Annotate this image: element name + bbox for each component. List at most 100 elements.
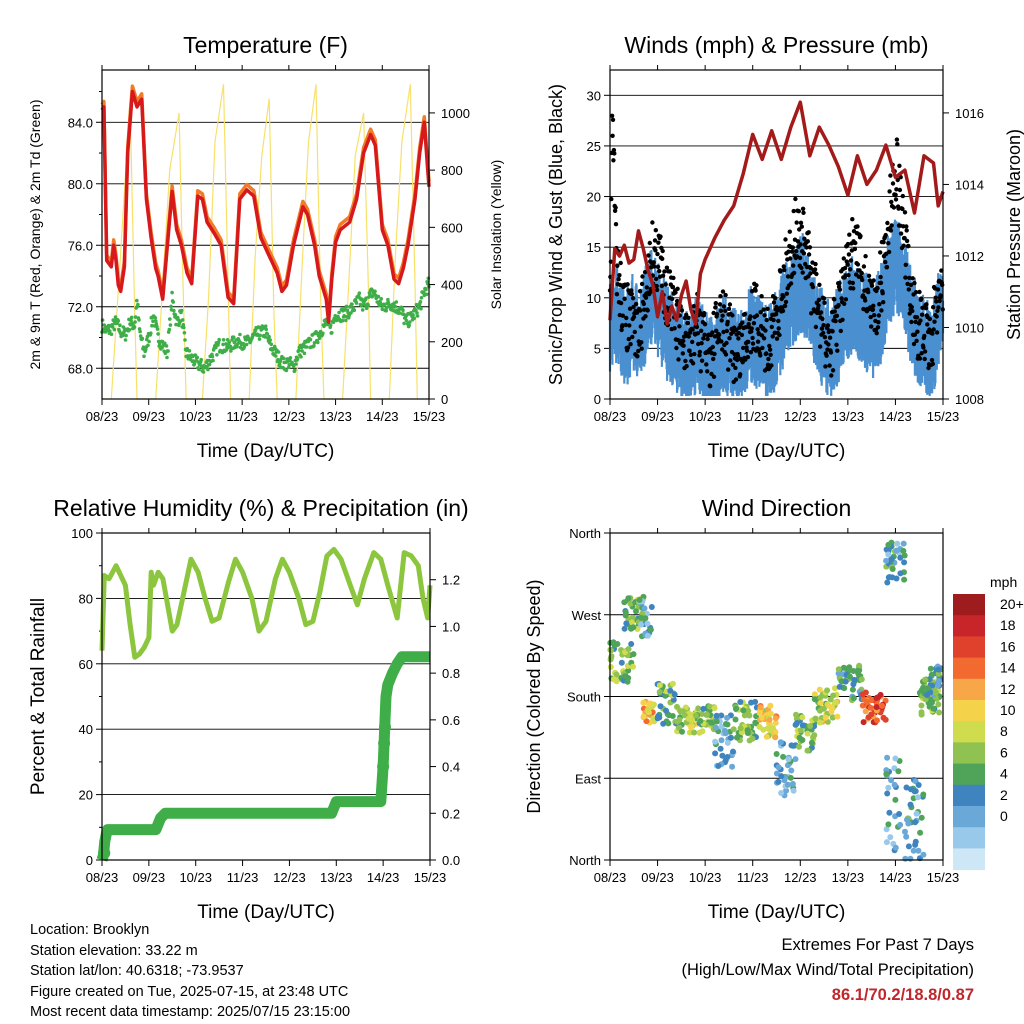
dewpoint-point <box>154 319 158 323</box>
wind-gust-point <box>690 361 696 366</box>
wind-gust-point <box>654 287 660 293</box>
dewpoint-point <box>268 338 273 342</box>
direction-point <box>757 704 764 711</box>
direction-point <box>621 625 628 632</box>
wind-gust-point <box>931 305 936 310</box>
dewpoint-point <box>360 308 365 312</box>
wind-gust-point <box>837 287 843 292</box>
wind-gust-point <box>761 307 766 312</box>
wind-gust-point <box>888 228 894 233</box>
dewpoint-point <box>217 337 221 342</box>
direction-point <box>760 726 767 733</box>
wind-gust-point <box>813 261 818 267</box>
wind-gust-point <box>904 224 909 229</box>
dewpoint-point <box>317 336 322 341</box>
humidity-xtick-label: 09/23 <box>133 870 166 885</box>
direction-point <box>874 717 880 724</box>
dewpoint-point <box>182 325 186 330</box>
precip-point <box>377 760 390 773</box>
winds-xtick-label: 11/23 <box>737 409 769 424</box>
temperature-right-tick-label: 200 <box>441 335 463 350</box>
wind-gust-point <box>610 117 616 123</box>
winds-xtick-label: 12/23 <box>784 409 817 424</box>
dewpoint-point <box>264 327 269 332</box>
wind-gust-point <box>830 329 835 334</box>
dewpoint-point <box>207 362 212 367</box>
dewpoint-point <box>321 331 325 336</box>
wind-gust-point <box>905 281 910 287</box>
direction-point <box>748 699 755 706</box>
direction-point <box>622 673 628 680</box>
dewpoint-point <box>419 306 423 311</box>
direction-point <box>630 663 636 670</box>
wind-gust-point <box>834 313 840 318</box>
direction-point <box>644 706 651 713</box>
wind-gust-point <box>937 298 942 304</box>
direction-point <box>927 665 934 672</box>
humidity-right-tick-label: 0.6 <box>442 713 460 728</box>
wind-gust-point <box>912 332 917 337</box>
wind-gust-point <box>855 262 861 267</box>
wind-gust-point <box>610 133 615 138</box>
precip-point <box>378 737 391 750</box>
wind-gust-point <box>791 263 796 268</box>
wind-gust-point <box>639 340 644 345</box>
wind-gust-point <box>794 249 799 254</box>
direction-point <box>737 725 744 732</box>
humidity-ytick-label: 40 <box>79 722 93 737</box>
dewpoint-point <box>308 337 313 342</box>
direction-frame <box>609 532 944 861</box>
wind-gust-point <box>800 206 806 211</box>
temperature-xlabel: Time (Day/UTC) <box>197 441 335 462</box>
dewpoint-point <box>187 349 192 353</box>
direction-point <box>730 748 736 755</box>
direction-point <box>618 659 625 666</box>
dewpoint-point <box>269 342 274 347</box>
wind-gust-point <box>709 371 714 377</box>
dewpoint-point <box>164 344 169 348</box>
wind-gust-point <box>930 361 935 367</box>
dewpoint-point <box>422 290 426 295</box>
direction-ytick-label: East <box>575 771 601 786</box>
direction-point <box>935 666 942 673</box>
wind-gust-point <box>726 367 731 372</box>
direction-point <box>810 734 816 741</box>
direction-point <box>773 751 780 757</box>
dewpoint-point <box>146 343 150 348</box>
wind-gust-point <box>727 336 732 341</box>
dewpoint-point <box>419 296 424 300</box>
humidity-xtick-label: 14/23 <box>367 870 400 885</box>
dewpoint-point <box>182 331 187 335</box>
direction-point <box>915 847 922 854</box>
wind-gust-point <box>776 326 781 331</box>
wind-gust-point <box>822 300 827 305</box>
direction-point <box>627 600 634 607</box>
dewpoint-point <box>211 358 215 363</box>
direction-chart: Wind Direction North East South West North 08/… <box>524 495 1024 923</box>
dewpoint-point <box>108 329 112 333</box>
direction-point <box>679 708 686 715</box>
wind-gust-point <box>739 332 745 338</box>
humidity-frame <box>101 532 431 861</box>
direction-point <box>888 777 895 784</box>
humidity-ytick-label: 80 <box>79 591 93 606</box>
direction-point <box>804 747 811 754</box>
wind-gust-point <box>651 260 656 265</box>
humidity-right-tick-label: 0.2 <box>442 806 460 821</box>
wind-gust-point <box>893 197 899 202</box>
direction-point <box>656 689 663 695</box>
direction-point <box>924 692 931 699</box>
direction-point <box>873 704 880 711</box>
wind-gust-point <box>891 205 897 210</box>
wind-gust-point <box>902 235 907 241</box>
wind-gust-point <box>717 332 722 337</box>
dewpoint-point <box>274 354 278 358</box>
dewpoint-point <box>394 300 399 304</box>
wind-gust-point <box>761 336 767 341</box>
wind-gust-point <box>697 349 703 355</box>
wind-gust-point <box>660 273 666 278</box>
wind-gust-point <box>898 231 904 236</box>
wind-gust-point <box>823 364 828 369</box>
dewpoint-point <box>191 359 196 363</box>
direction-point <box>640 699 647 706</box>
